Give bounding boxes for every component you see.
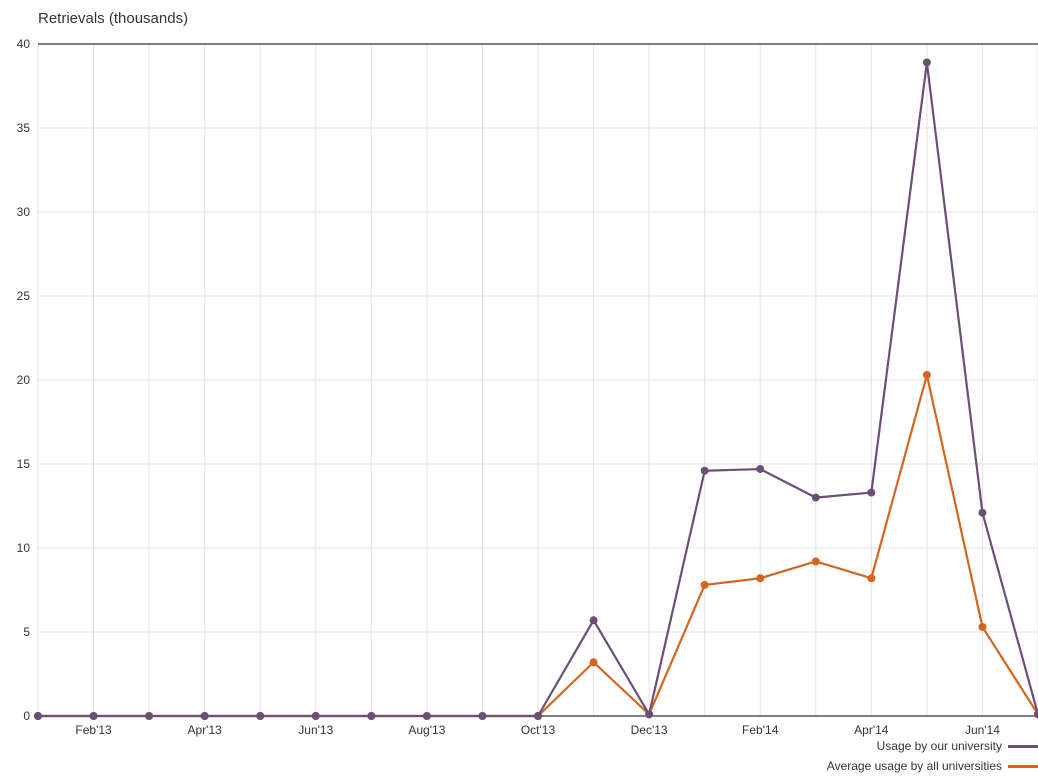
gridlines [37, 43, 1038, 717]
data-point[interactable] [756, 574, 765, 583]
y-axis-title: Retrievals (thousands) [38, 10, 189, 27]
data-point[interactable] [922, 58, 931, 67]
data-point[interactable] [756, 465, 765, 474]
legend-entry-our-university[interactable]: Usage by our university [638, 736, 1038, 756]
data-point[interactable] [867, 574, 876, 583]
data-point[interactable] [700, 466, 709, 475]
x-tick-label: Dec'13 [631, 723, 668, 737]
legend-swatch [1008, 744, 1038, 748]
y-tick-label: 30 [17, 205, 31, 219]
y-tick-label: 20 [17, 373, 31, 387]
data-point[interactable] [922, 370, 931, 379]
data-point[interactable] [200, 712, 209, 720]
y-tick-label: 15 [17, 457, 31, 471]
data-point[interactable] [978, 622, 987, 631]
y-tick-labels: 0 5 10 15 20 25 30 35 40 [17, 37, 31, 723]
data-point[interactable] [1034, 710, 1038, 719]
data-point[interactable] [145, 712, 154, 720]
y-tick-label: 5 [23, 625, 30, 639]
x-tick-labels: Feb'13 Apr'13 Jun'13 Aug'13 Oct'13 Dec'13 Feb'… [75, 723, 1000, 737]
legend-swatch [1008, 764, 1038, 768]
x-tick-label: Jun'14 [965, 723, 1000, 737]
x-tick-label: Apr'14 [854, 723, 889, 737]
data-point[interactable] [978, 508, 987, 517]
legend-label: Usage by our university [876, 739, 1002, 753]
data-point[interactable] [311, 712, 320, 720]
data-point[interactable] [534, 712, 542, 720]
x-tick-label: Feb'13 [75, 723, 112, 737]
data-point[interactable] [589, 616, 598, 625]
y-tick-label: 40 [17, 37, 31, 51]
legend: Usage by our university Average usage by… [638, 736, 1038, 776]
legend-label: Average usage by all universities [826, 759, 1002, 773]
x-tick-label: Aug'13 [408, 723, 445, 737]
data-point[interactable] [367, 712, 376, 720]
x-tick-label: Jun'13 [298, 723, 333, 737]
x-tick-label: Apr'13 [188, 723, 223, 737]
series-group [34, 58, 1038, 720]
data-point[interactable] [34, 712, 42, 720]
series-1 [34, 370, 1038, 720]
data-point[interactable] [589, 658, 598, 667]
data-point[interactable] [422, 712, 431, 720]
data-point[interactable] [867, 488, 876, 497]
x-tick-label: Feb'14 [742, 723, 779, 737]
series-0 [34, 58, 1038, 720]
data-point[interactable] [700, 580, 709, 589]
data-point[interactable] [256, 712, 265, 720]
data-point[interactable] [478, 712, 487, 720]
data-point[interactable] [811, 557, 820, 566]
y-tick-label: 35 [17, 121, 31, 135]
data-point[interactable] [89, 712, 98, 720]
data-point[interactable] [811, 493, 820, 502]
y-tick-label: 10 [17, 541, 31, 555]
x-tick-label: Oct'13 [521, 723, 556, 737]
data-point[interactable] [645, 710, 654, 719]
legend-entry-all-universities[interactable]: Average usage by all universities [638, 756, 1038, 776]
y-tick-label: 25 [17, 289, 31, 303]
y-tick-label: 0 [23, 709, 30, 723]
